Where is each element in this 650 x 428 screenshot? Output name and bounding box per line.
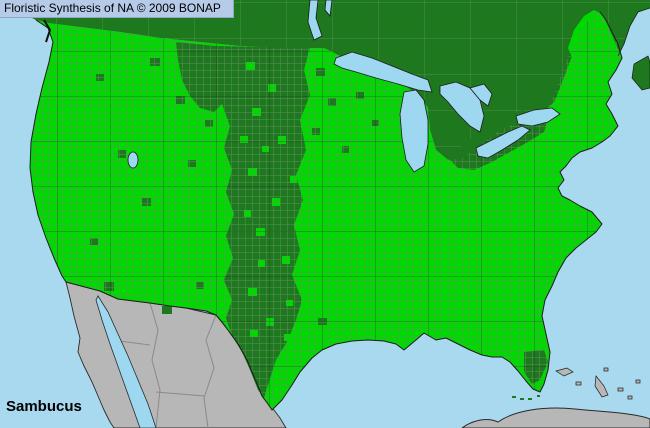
canada-atlantic-coast [617, 7, 650, 57]
nova-scotia-region [631, 55, 650, 91]
lake-winnipeg [307, 0, 323, 41]
bahamas-islands [555, 367, 641, 400]
georgian-bay [469, 83, 493, 107]
lake-ontario [515, 107, 561, 127]
mexico-region [65, 281, 287, 428]
great-lakes [127, 0, 561, 173]
lake-huron [439, 81, 485, 133]
taxon-name-label: Sambucus [6, 398, 82, 415]
coastline-stroke [29, 11, 623, 411]
great-salt-lake [127, 151, 139, 169]
lake-manitoba [324, 0, 333, 17]
lake-michigan [399, 89, 429, 173]
cuba-region [461, 407, 650, 428]
gulf-of-california [95, 295, 157, 428]
puget-sound-inlet [43, 19, 52, 43]
lake-superior [333, 51, 433, 93]
lake-erie [475, 125, 531, 159]
title-bar: Floristic Synthesis of NA © 2009 BONAP [0, 0, 234, 18]
mexico-state-borders [111, 302, 217, 428]
